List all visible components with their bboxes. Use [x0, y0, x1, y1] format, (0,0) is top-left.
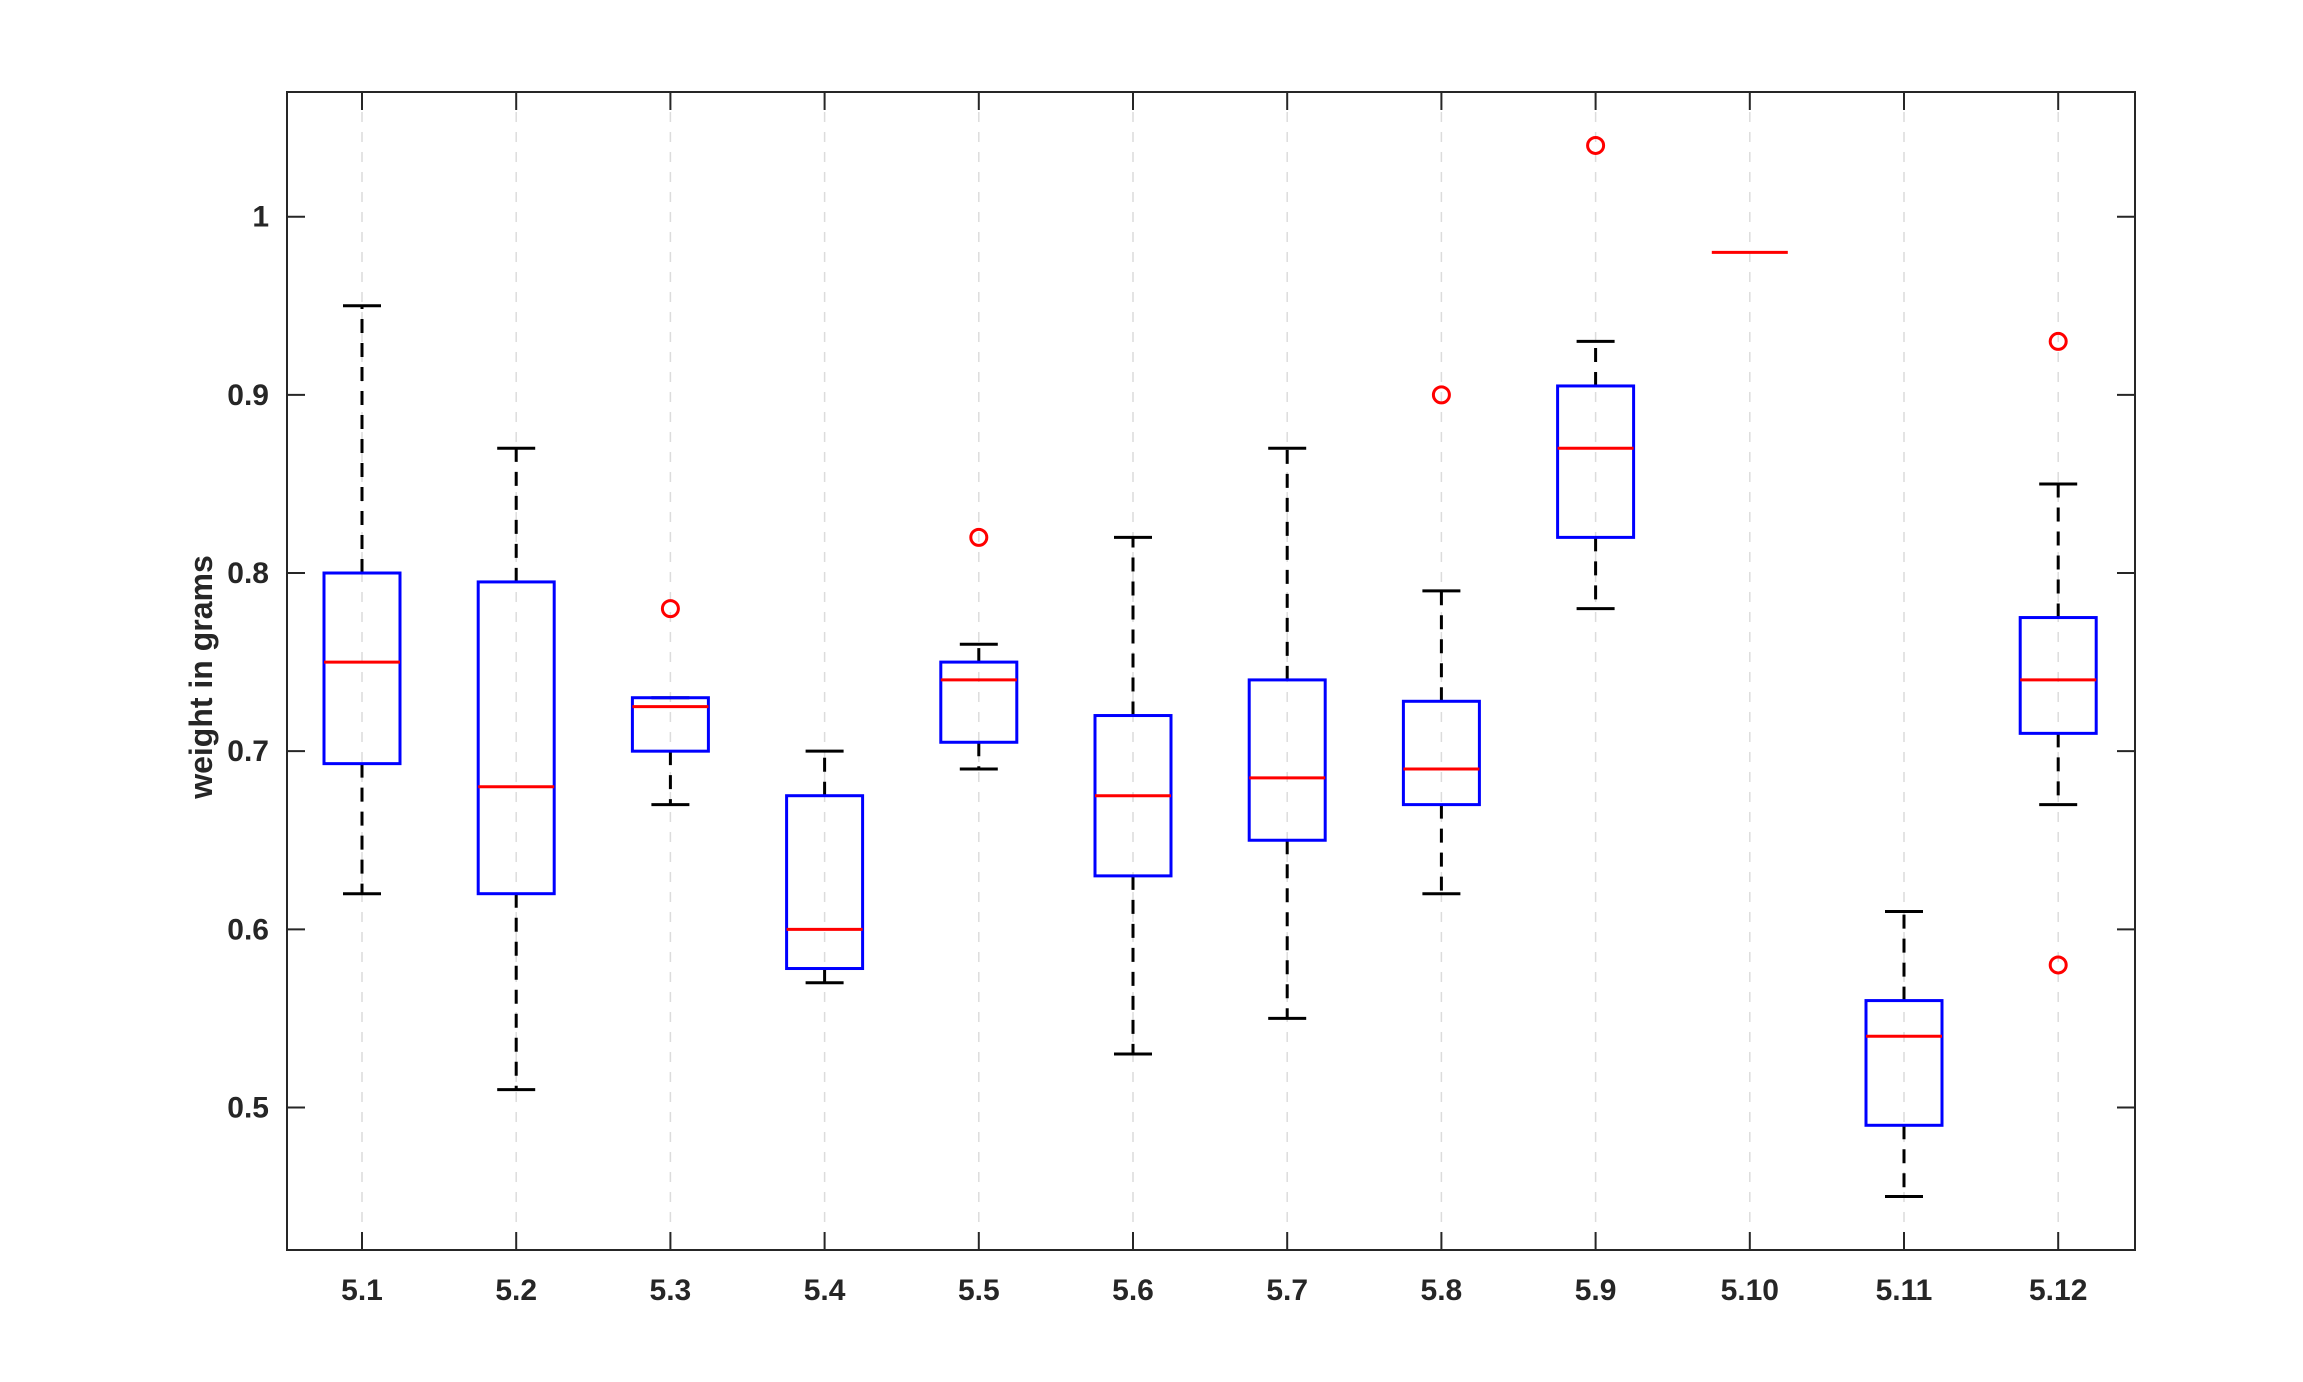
- box-iqr: [476, 580, 556, 896]
- box-group-5-3: [630, 599, 710, 807]
- outlier-point: [1431, 385, 1451, 405]
- x-tick-label: 5.3: [650, 1274, 692, 1307]
- x-tick-label: 5.4: [804, 1274, 846, 1307]
- outlier-point: [969, 527, 989, 547]
- box-iqr: [1556, 384, 1636, 539]
- box-iqr: [939, 660, 1019, 744]
- outlier-point: [660, 599, 680, 619]
- box-group-5-11: [1864, 910, 1944, 1199]
- outlier-point: [2048, 331, 2068, 351]
- box-iqr: [1401, 699, 1481, 807]
- x-tick-label: 5.9: [1575, 1274, 1617, 1307]
- box-group-5-7: [1247, 446, 1327, 1020]
- box-iqr: [630, 696, 710, 753]
- x-tick-label: 5.1: [341, 1274, 383, 1307]
- y-tick-label: 0.8: [227, 557, 269, 590]
- box-group-5-4: [785, 749, 865, 985]
- outlier-point: [2048, 955, 2068, 975]
- x-tick-label: 5.10: [1721, 1274, 1779, 1307]
- box-iqr: [785, 794, 865, 971]
- y-tick-label: 0.5: [227, 1091, 269, 1124]
- x-tick-label: 5.5: [958, 1274, 1000, 1307]
- box-series: [322, 135, 2098, 1199]
- box-iqr: [1864, 999, 1944, 1127]
- x-tick-label: 5.6: [1112, 1274, 1154, 1307]
- y-axis-label: weight in grams: [183, 555, 219, 800]
- x-tick-label: 5.2: [495, 1274, 537, 1307]
- box-group-5-12: [2018, 331, 2098, 975]
- y-tick-label: 0.7: [227, 735, 269, 768]
- x-tick-label: 5.8: [1421, 1274, 1463, 1307]
- box-iqr: [2018, 616, 2098, 735]
- box-group-5-8: [1401, 385, 1481, 896]
- axes: 0.5 0.6 0.7 0.8 0.9 1 5.1 5.2 5.3 5.4 5.5 5.6 5.7 5.8…: [227, 91, 2136, 1307]
- y-tick-label: 1: [252, 201, 269, 234]
- x-tick-label: 5.7: [1266, 1274, 1308, 1307]
- box-iqr: [1247, 678, 1327, 842]
- outlier-point: [1586, 135, 1606, 155]
- box-group-5-6: [1093, 535, 1173, 1056]
- y-tick-label: 0.6: [227, 913, 269, 946]
- y-tick-label: 0.9: [227, 379, 269, 412]
- box-group-5-9: [1556, 135, 1636, 611]
- box-group-5-5: [939, 527, 1019, 771]
- box-group-5-1: [322, 304, 402, 896]
- x-tick-label: 5.11: [1876, 1274, 1933, 1307]
- box-group-5-2: [476, 446, 556, 1092]
- plot-area-frame: [286, 91, 2136, 1251]
- grid-lines: [361, 92, 2059, 1250]
- x-tick-label: 5.12: [2029, 1274, 2087, 1307]
- box-iqr: [322, 571, 402, 766]
